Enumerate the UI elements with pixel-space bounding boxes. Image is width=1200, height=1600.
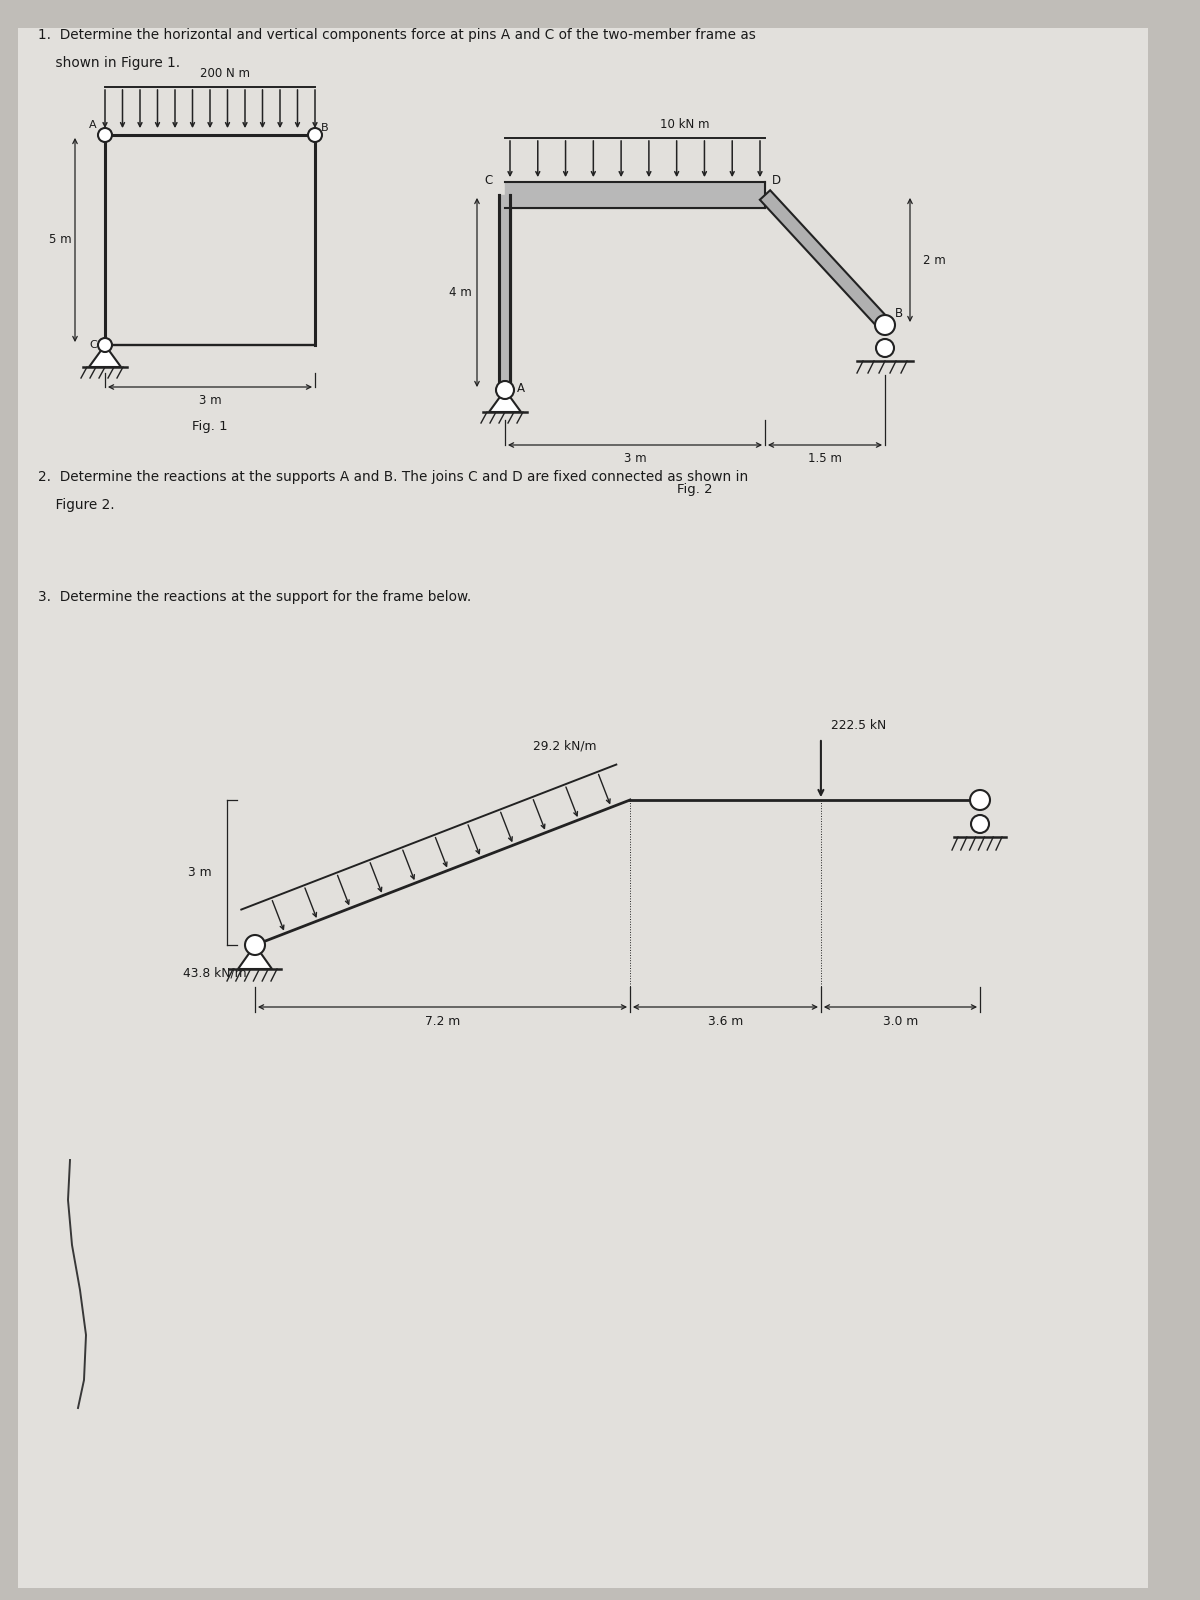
Text: 200 N m: 200 N m	[200, 67, 250, 80]
Circle shape	[98, 128, 112, 142]
Polygon shape	[760, 190, 890, 330]
Text: 222.5 kN: 222.5 kN	[830, 718, 886, 733]
Circle shape	[875, 315, 895, 334]
Text: A: A	[517, 381, 526, 395]
Text: 7.2 m: 7.2 m	[425, 1014, 460, 1029]
Circle shape	[876, 339, 894, 357]
Text: 2.  Determine the reactions at the supports A and B. The joins C and D are fixed: 2. Determine the reactions at the suppor…	[38, 470, 749, 483]
FancyBboxPatch shape	[18, 27, 1148, 1587]
Text: 3.0 m: 3.0 m	[883, 1014, 918, 1029]
Polygon shape	[89, 346, 121, 366]
Text: 3.  Determine the reactions at the support for the frame below.: 3. Determine the reactions at the suppor…	[38, 590, 472, 603]
Text: 1.5 m: 1.5 m	[808, 453, 842, 466]
Text: 3 m: 3 m	[199, 394, 221, 406]
Text: C: C	[89, 341, 97, 350]
Text: C: C	[485, 174, 493, 187]
Polygon shape	[238, 946, 272, 970]
Text: Figure 2.: Figure 2.	[38, 498, 115, 512]
Text: Fig. 1: Fig. 1	[192, 419, 228, 434]
Text: 1.  Determine the horizontal and vertical components force at pins A and C of th: 1. Determine the horizontal and vertical…	[38, 27, 756, 42]
Text: B: B	[322, 123, 329, 133]
Text: Fig. 2: Fig. 2	[677, 483, 713, 496]
Text: 2 m: 2 m	[923, 253, 946, 267]
Text: shown in Figure 1.: shown in Figure 1.	[38, 56, 180, 70]
Circle shape	[245, 934, 265, 955]
Circle shape	[970, 790, 990, 810]
Text: 29.2 kN/m: 29.2 kN/m	[533, 739, 596, 752]
Text: 3.6 m: 3.6 m	[708, 1014, 743, 1029]
Circle shape	[308, 128, 322, 142]
Text: D: D	[772, 174, 781, 187]
Text: 4 m: 4 m	[449, 286, 472, 299]
Text: 43.8 kN/m: 43.8 kN/m	[184, 966, 247, 979]
Circle shape	[496, 381, 514, 398]
Text: 3 m: 3 m	[624, 453, 647, 466]
Text: B: B	[895, 307, 904, 320]
Text: 10 kN m: 10 kN m	[660, 118, 709, 131]
Text: 3 m: 3 m	[188, 866, 212, 878]
Text: 5 m: 5 m	[49, 234, 71, 246]
Circle shape	[971, 814, 989, 834]
Polygon shape	[490, 390, 521, 411]
Text: A: A	[89, 120, 97, 130]
Circle shape	[98, 338, 112, 352]
